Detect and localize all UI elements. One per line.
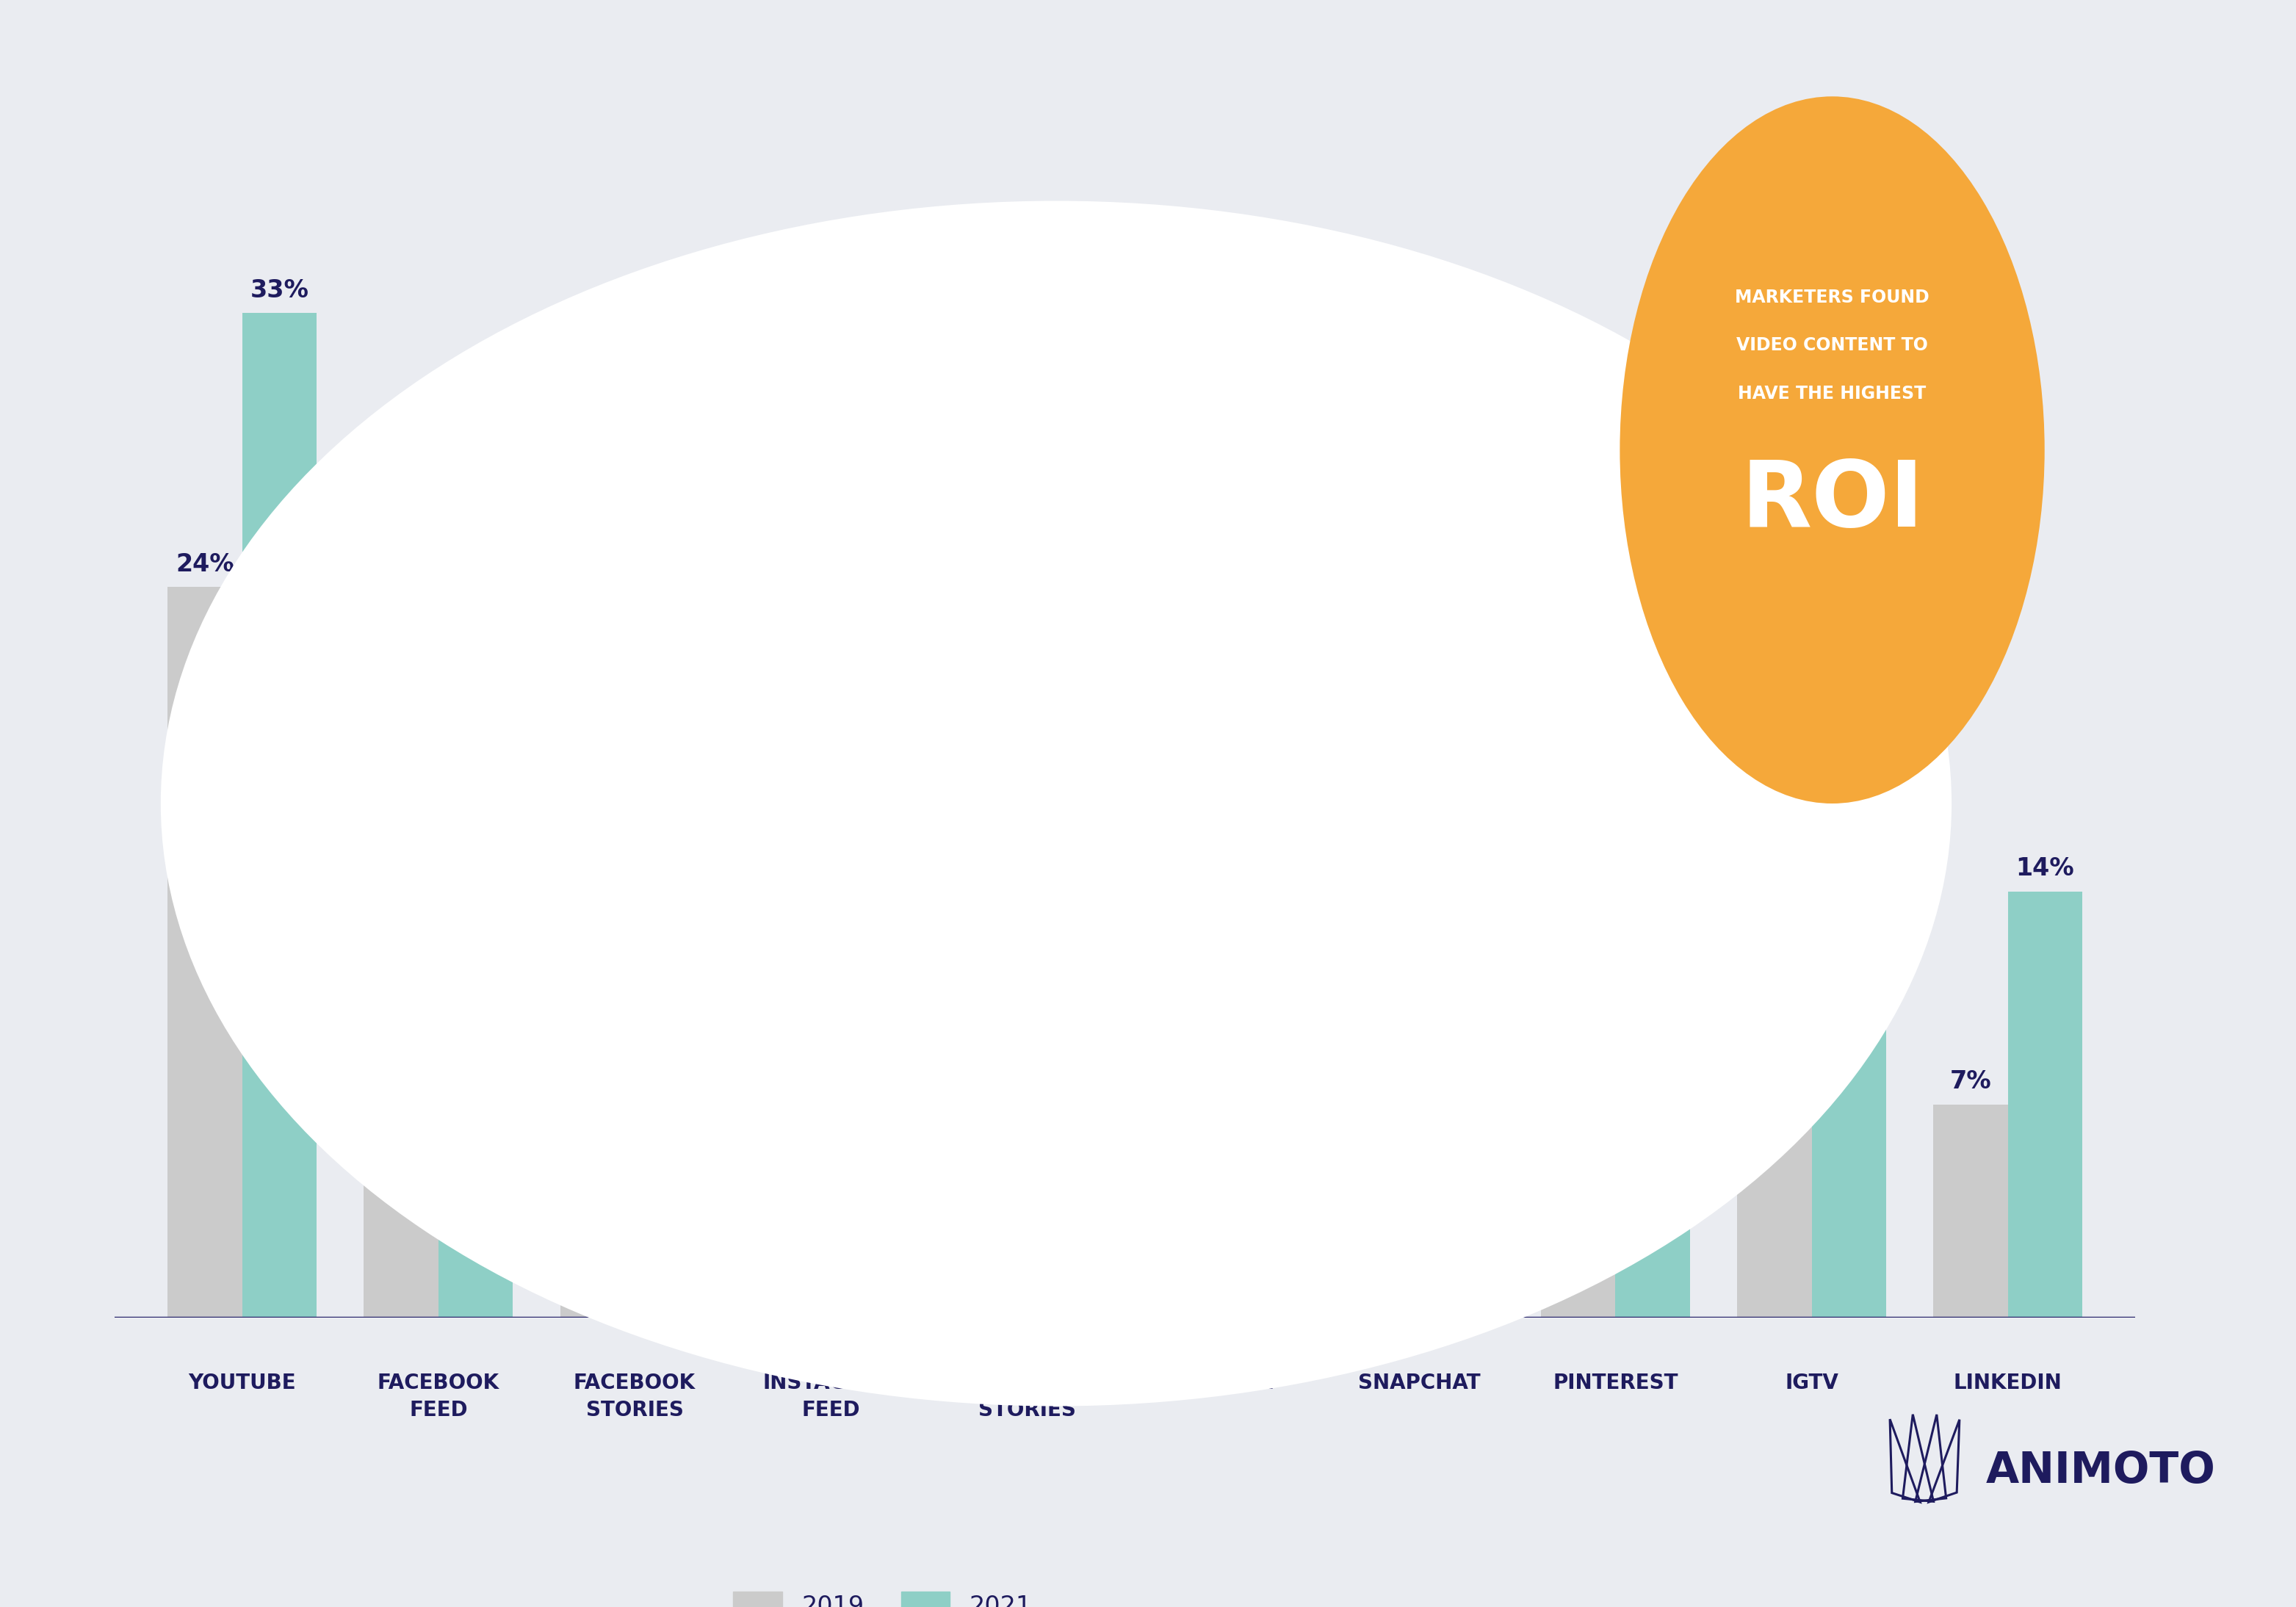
Bar: [1616, 770, 1690, 1318]
Text: 20%: 20%: [1231, 673, 1290, 697]
Bar: [560, 861, 634, 1318]
Text: ROI: ROI: [1740, 456, 1924, 546]
Bar: [168, 587, 243, 1318]
Text: 26%: 26%: [445, 492, 505, 516]
Bar: [243, 313, 317, 1318]
Text: 7%: 7%: [1949, 1070, 1991, 1094]
Text: 11%: 11%: [1157, 948, 1215, 972]
Text: HAVE THE HIGHEST: HAVE THE HIGHEST: [1738, 386, 1926, 402]
Text: FACEBOOK
STORIES: FACEBOOK STORIES: [574, 1372, 696, 1421]
Bar: [1026, 709, 1102, 1318]
Text: 22%: 22%: [838, 612, 898, 638]
Text: INSTAGRAM
STORIES: INSTAGRAM STORIES: [960, 1372, 1095, 1421]
Text: VIDEO CONTENT TO: VIDEO CONTENT TO: [1736, 337, 1929, 354]
Text: 9%: 9%: [1362, 1009, 1403, 1033]
Text: LINKEDIN: LINKEDIN: [1954, 1372, 2062, 1393]
Bar: [831, 648, 905, 1318]
Text: 13%: 13%: [960, 887, 1019, 911]
Text: 7%: 7%: [1754, 1070, 1795, 1094]
Text: ANIMOTO: ANIMOTO: [1986, 1450, 2216, 1491]
Bar: [755, 922, 831, 1318]
Text: IGTV: IGTV: [1784, 1372, 1839, 1393]
Legend: 2019, 2021: 2019, 2021: [723, 1581, 1042, 1607]
Bar: [1541, 983, 1616, 1318]
Text: 19%: 19%: [1428, 704, 1486, 728]
Bar: [634, 617, 709, 1318]
Text: 18%: 18%: [372, 734, 429, 759]
Bar: [1224, 709, 1297, 1318]
Text: 13%: 13%: [765, 887, 822, 911]
Text: 14%: 14%: [2016, 857, 2073, 881]
Text: 20%: 20%: [1035, 673, 1093, 697]
Text: TWITTER: TWITTER: [1173, 1372, 1274, 1393]
Bar: [439, 525, 512, 1318]
Bar: [1148, 983, 1224, 1318]
Bar: [953, 922, 1026, 1318]
Text: YOUTUBE: YOUTUBE: [188, 1372, 296, 1393]
Bar: [1738, 1104, 1812, 1318]
Text: SNAPCHAT: SNAPCHAT: [1359, 1372, 1481, 1393]
Text: 33%: 33%: [250, 278, 310, 302]
Bar: [2007, 892, 2082, 1318]
Text: 23%: 23%: [643, 582, 700, 607]
Text: 24%: 24%: [177, 553, 234, 577]
Text: 14%: 14%: [1821, 857, 1878, 881]
Text: 11%: 11%: [1550, 948, 1607, 972]
Text: MARKETERS FOUND: MARKETERS FOUND: [1736, 289, 1929, 305]
Bar: [1812, 892, 1885, 1318]
Bar: [1933, 1104, 2007, 1318]
Text: FACEBOOK
FEED: FACEBOOK FEED: [377, 1372, 501, 1421]
Bar: [1345, 1043, 1419, 1318]
Text: PINTEREST: PINTEREST: [1552, 1372, 1678, 1393]
Bar: [365, 770, 439, 1318]
Text: INSTAGRAM
FEED: INSTAGRAM FEED: [762, 1372, 898, 1421]
Text: 15%: 15%: [567, 826, 627, 850]
Bar: [1419, 739, 1495, 1318]
Text: 18%: 18%: [1623, 734, 1683, 759]
